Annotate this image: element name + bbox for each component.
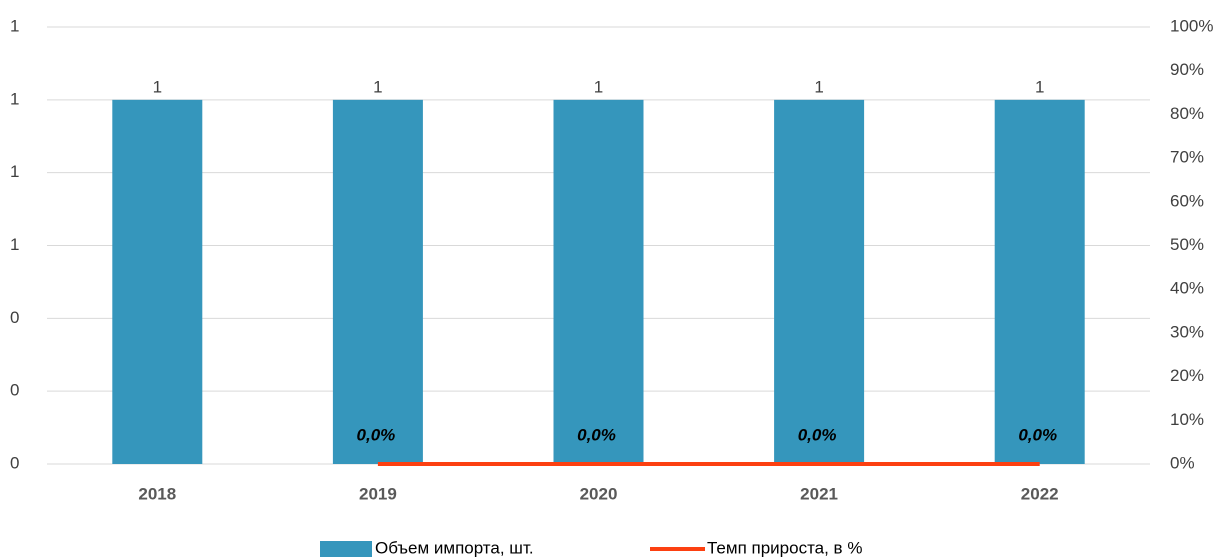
x-tick-label: 2018 [138, 484, 176, 503]
legend-swatch [320, 541, 372, 557]
data-label: 1 [373, 77, 382, 96]
y2-tick-label: 90% [1170, 60, 1204, 79]
data-label: 1 [814, 77, 823, 96]
y2-tick-label: 20% [1170, 366, 1204, 385]
data-label: 1 [1035, 77, 1044, 96]
y-tick-label: 1 [10, 16, 19, 35]
y2-tick-label: 60% [1170, 191, 1204, 210]
bar [994, 99, 1085, 464]
y-tick-label: 0 [10, 381, 19, 400]
x-tick-label: 2020 [580, 484, 618, 503]
data-label: 0,0% [577, 425, 616, 444]
data-label: 0,0% [1018, 425, 1057, 444]
data-label: 0,0% [357, 425, 396, 444]
y2-tick-label: 40% [1170, 279, 1204, 298]
y-tick-label: 1 [10, 235, 19, 254]
x-tick-label: 2021 [800, 484, 838, 503]
y2-tick-label: 0% [1170, 453, 1195, 472]
data-label: 1 [153, 77, 162, 96]
y2-tick-label: 70% [1170, 148, 1204, 167]
x-tick-label: 2022 [1021, 484, 1059, 503]
y-tick-label: 1 [10, 162, 19, 181]
x-tick-label: 2019 [359, 484, 397, 503]
y-tick-label: 1 [10, 89, 19, 108]
y2-tick-label: 30% [1170, 322, 1204, 341]
y2-tick-label: 100% [1170, 16, 1213, 35]
bar [332, 99, 423, 464]
bar [774, 99, 865, 464]
y2-tick-label: 10% [1170, 410, 1204, 429]
legend-label: Темп прироста, в % [707, 538, 862, 557]
y-tick-label: 0 [10, 308, 19, 327]
y-tick-label: 0 [10, 453, 19, 472]
y2-tick-label: 50% [1170, 235, 1204, 254]
y2-tick-label: 80% [1170, 104, 1204, 123]
data-label: 1 [594, 77, 603, 96]
bar [112, 99, 203, 464]
legend-label: Объем импорта, шт. [375, 538, 534, 557]
bar [553, 99, 644, 464]
data-label: 0,0% [798, 425, 837, 444]
